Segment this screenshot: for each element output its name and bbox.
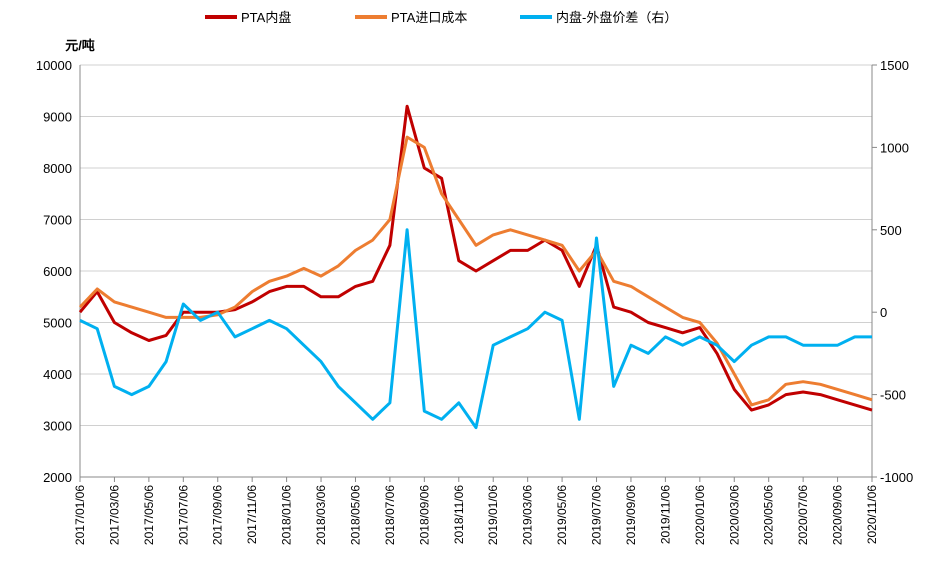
y2-tick-label: 1000 (880, 140, 909, 155)
y-tick-label: 10000 (36, 58, 72, 73)
x-tick-label: 2020/03/06 (727, 485, 741, 545)
y-axis-unit: 元/吨 (65, 38, 95, 53)
x-tick-label: 2017/07/06 (176, 485, 190, 545)
series-line (78, 104, 873, 412)
y2-tick-label: -500 (880, 388, 906, 403)
y-tick-label: 6000 (43, 264, 72, 279)
x-tick-label: 2018/05/06 (348, 485, 362, 545)
x-tick-label: 2020/11/06 (865, 485, 879, 544)
x-tick-label: 2019/07/06 (590, 485, 604, 545)
series-line (79, 228, 872, 430)
x-tick-label: 2020/01/06 (693, 485, 707, 545)
x-tick-label: 2020/09/06 (831, 485, 845, 545)
x-tick-label: 2020/05/06 (762, 485, 776, 545)
y-tick-label: 9000 (43, 110, 72, 125)
y2-tick-label: 1500 (880, 58, 909, 73)
x-tick-label: 2017/11/06 (245, 485, 259, 544)
x-tick-label: 2019/09/06 (624, 485, 638, 545)
x-tick-label: 2019/05/06 (555, 485, 569, 545)
legend-label: PTA内盘 (241, 10, 291, 25)
legend-label: PTA进口成本 (391, 10, 467, 25)
x-tick-label: 2017/03/06 (107, 485, 121, 545)
x-tick-label: 2018/11/06 (452, 485, 466, 544)
legend-label: 内盘-外盘价差（右） (556, 10, 677, 25)
x-tick-label: 2017/09/06 (211, 485, 225, 545)
y-tick-label: 8000 (43, 161, 72, 176)
y-tick-label: 4000 (43, 367, 72, 382)
y-tick-label: 5000 (43, 316, 72, 331)
x-tick-label: 2019/11/06 (658, 485, 672, 544)
y-tick-label: 7000 (43, 213, 72, 228)
x-tick-label: 2017/01/06 (73, 485, 87, 545)
y-tick-label: 3000 (43, 419, 72, 434)
x-tick-label: 2019/03/06 (521, 485, 535, 545)
x-tick-label: 2019/01/06 (486, 485, 500, 545)
x-tick-label: 2018/01/06 (280, 485, 294, 545)
y2-tick-label: 0 (880, 305, 887, 320)
x-tick-label: 2020/07/06 (796, 485, 810, 545)
y2-tick-label: -1000 (880, 470, 913, 485)
x-tick-label: 2018/03/06 (314, 485, 328, 545)
y-tick-label: 2000 (43, 470, 72, 485)
x-tick-label: 2018/07/06 (383, 485, 397, 545)
x-tick-label: 2018/09/06 (417, 485, 431, 545)
y2-tick-label: 500 (880, 223, 902, 238)
x-tick-label: 2017/05/06 (142, 485, 156, 545)
